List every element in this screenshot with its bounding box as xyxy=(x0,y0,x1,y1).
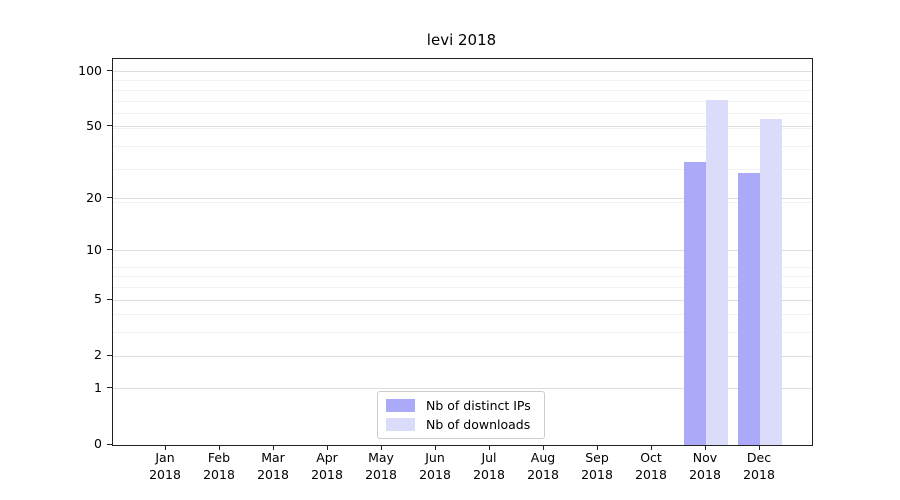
minor-gridline xyxy=(113,127,812,129)
legend-entry: Nb of downloads xyxy=(386,416,544,432)
minor-gridline xyxy=(113,89,812,91)
minor-gridline xyxy=(113,146,812,148)
x-tick-label-oct: Oct 2018 xyxy=(635,450,667,482)
y-tick-mark xyxy=(107,249,112,251)
x-tick-label-jul: Jul 2018 xyxy=(473,450,505,482)
y-tick-mark xyxy=(107,298,112,300)
y-tick-mark xyxy=(107,70,112,72)
y-tick-mark xyxy=(107,197,112,199)
legend: Nb of distinct IPs Nb of downloads xyxy=(377,391,545,439)
y-tick-label: 0 xyxy=(94,436,102,451)
y-tick-label: 2 xyxy=(94,347,102,363)
y-tick-mark xyxy=(107,443,112,445)
legend-label: Nb of downloads xyxy=(426,416,531,432)
major-gridline xyxy=(113,355,812,357)
x-tick-mark xyxy=(380,445,382,450)
major-gridline xyxy=(113,250,812,252)
minor-gridline xyxy=(113,332,812,334)
minor-gridline xyxy=(113,202,812,204)
x-tick-label-jan: Jan 2018 xyxy=(149,450,181,482)
chart-title: levi 2018 xyxy=(426,31,497,49)
minor-gridline xyxy=(113,169,812,171)
x-tick-label-nov: Nov 2018 xyxy=(689,450,721,482)
y-tick-mark xyxy=(107,387,112,389)
minor-gridline xyxy=(113,276,812,278)
x-tick-mark xyxy=(272,445,274,450)
minor-gridline xyxy=(113,100,812,102)
major-gridline xyxy=(113,71,812,73)
minor-gridline xyxy=(113,80,812,82)
legend-swatch-distinct-ips xyxy=(386,399,415,412)
bar-nov-distinct-ips xyxy=(684,162,706,445)
major-gridline xyxy=(113,299,812,301)
x-tick-mark xyxy=(326,445,328,450)
x-tick-label-aug: Aug 2018 xyxy=(527,450,559,482)
x-tick-label-may: May 2018 xyxy=(365,450,397,482)
x-tick-label-apr: Apr 2018 xyxy=(311,450,343,482)
minor-gridline xyxy=(113,113,812,115)
legend-label: Nb of distinct IPs xyxy=(426,397,531,413)
major-gridline xyxy=(113,126,812,128)
plot-area xyxy=(112,58,813,446)
x-tick-mark xyxy=(758,445,760,450)
y-tick-label: 20 xyxy=(86,189,102,205)
x-tick-label-sep: Sep 2018 xyxy=(581,450,613,482)
x-tick-mark xyxy=(488,445,490,450)
bar-dec-distinct-ips xyxy=(738,172,760,445)
x-tick-mark xyxy=(596,445,598,450)
x-tick-mark xyxy=(704,445,706,450)
y-tick-label: 1 xyxy=(94,379,102,395)
x-tick-label-feb: Feb 2018 xyxy=(203,450,235,482)
y-tick-label: 5 xyxy=(94,291,102,307)
y-tick-mark xyxy=(107,125,112,127)
legend-entry: Nb of distinct IPs xyxy=(386,397,544,413)
x-tick-label-mar: Mar 2018 xyxy=(257,450,289,482)
minor-gridline xyxy=(113,314,812,316)
y-tick-label: 10 xyxy=(86,241,102,257)
x-tick-mark xyxy=(218,445,220,450)
minor-gridline xyxy=(113,266,812,268)
x-tick-mark xyxy=(650,445,652,450)
major-gridline xyxy=(113,388,812,390)
x-tick-mark xyxy=(164,445,166,450)
bar-dec-downloads xyxy=(760,119,782,445)
bar-nov-downloads xyxy=(706,100,728,445)
x-tick-label-dec: Dec 2018 xyxy=(743,450,775,482)
y-tick-label: 100 xyxy=(78,62,102,78)
x-tick-mark xyxy=(434,445,436,450)
x-tick-mark xyxy=(542,445,544,450)
legend-swatch-downloads xyxy=(386,418,415,431)
x-tick-label-jun: Jun 2018 xyxy=(419,450,451,482)
major-gridline xyxy=(113,198,812,200)
minor-gridline xyxy=(113,287,812,289)
y-tick-label: 50 xyxy=(86,117,102,133)
y-tick-mark xyxy=(107,354,112,356)
